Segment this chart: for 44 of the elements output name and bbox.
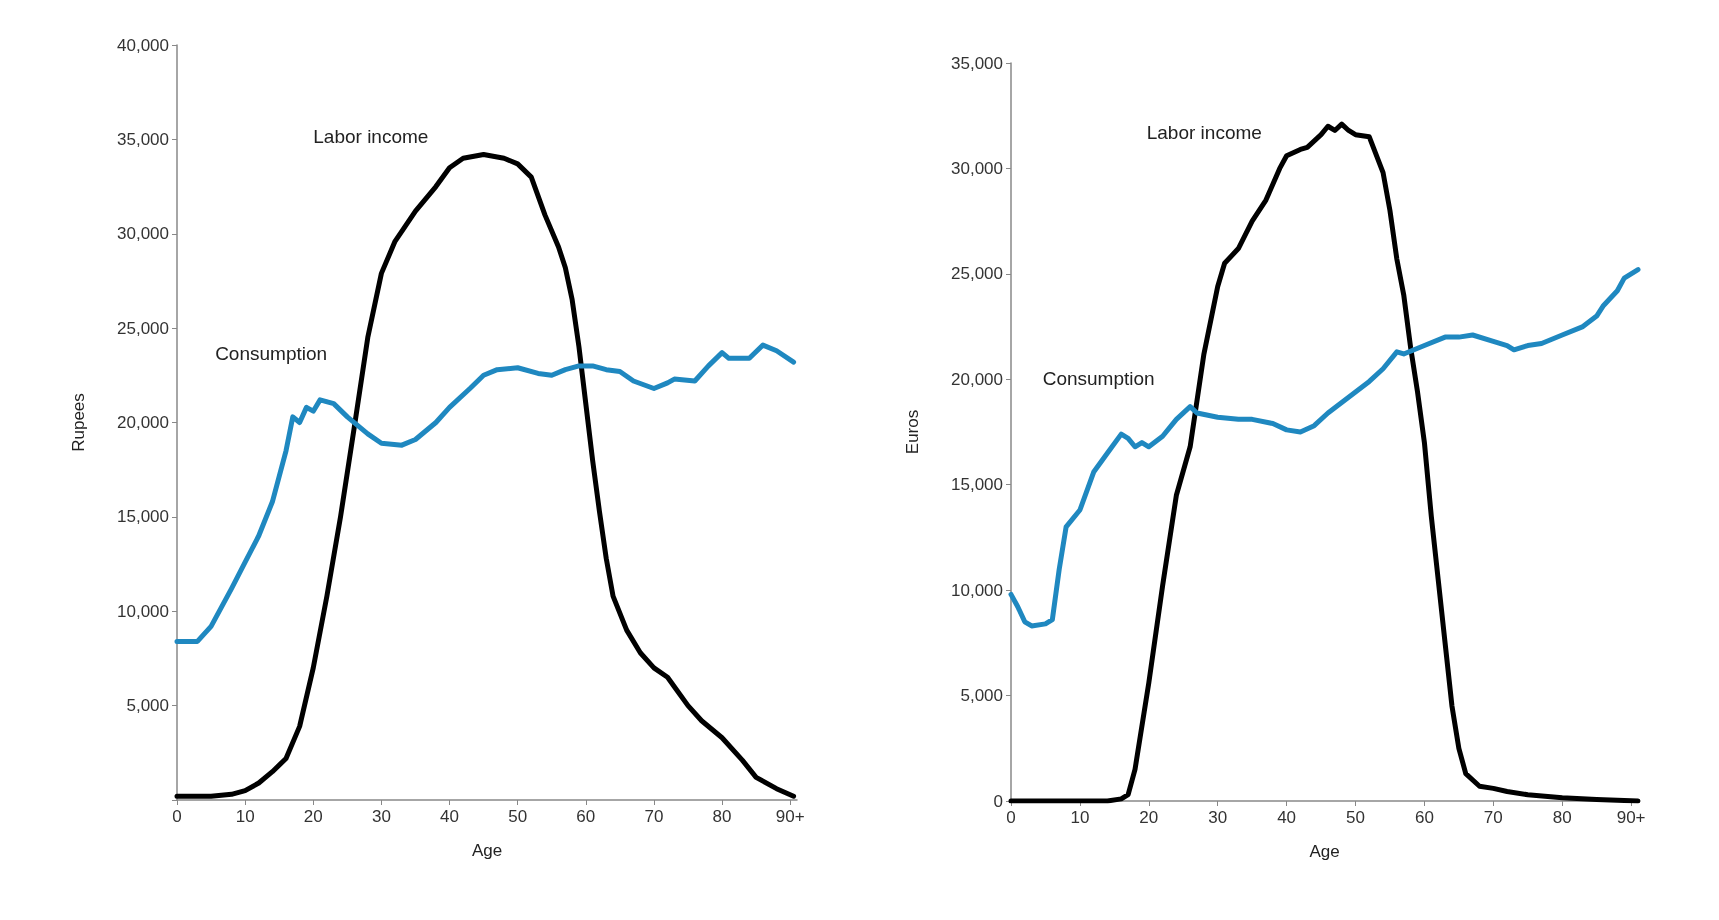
x-tick-label: 10 — [235, 807, 255, 826]
y-tick-label: 25,000 — [951, 264, 1003, 284]
y-tick-label: 10,000 — [117, 601, 169, 621]
x-tick-label: 40 — [1277, 808, 1297, 827]
y-tick-label: 0 — [993, 791, 1003, 811]
x-tick-label: 70 — [1483, 808, 1503, 827]
y-tick-label: 10,000 — [951, 580, 1003, 600]
x-tick-label: 80 — [1552, 808, 1572, 827]
series-label: Consumption — [215, 343, 328, 365]
y-tick-label: 15,000 — [951, 475, 1003, 495]
x-tick-label: 50 — [1346, 808, 1365, 827]
y-axis-title: Euros — [903, 409, 922, 455]
x-tick-label: 90+ — [775, 807, 805, 826]
y-tick-label: 5,000 — [960, 686, 1003, 706]
x-tick-label: 20 — [303, 807, 323, 826]
y-tick-label: 20,000 — [951, 369, 1003, 389]
x-tick-label: 90+ — [1616, 808, 1646, 827]
x-tick-label: 30 — [371, 807, 391, 826]
series-label: Labor income — [313, 126, 429, 148]
x-tick-label: 50 — [508, 807, 528, 826]
x-tick-label: 60 — [1414, 808, 1434, 827]
x-tick-label: 0 — [1006, 808, 1016, 827]
y-tick-label: 30,000 — [117, 224, 169, 244]
y-tick-label: 40,000 — [117, 35, 169, 55]
x-tick-label: 10 — [1070, 808, 1090, 827]
x-tick-label: 20 — [1139, 808, 1159, 827]
series-label: Labor income — [1146, 121, 1262, 143]
series-label: Consumption — [1042, 368, 1155, 390]
x-tick-label: 30 — [1208, 808, 1228, 827]
y-tick-label: 30,000 — [951, 158, 1003, 178]
y-tick-label: 5,000 — [126, 696, 169, 716]
y-tick-label: 15,000 — [117, 507, 169, 527]
x-tick-label: 0 — [172, 807, 182, 826]
x-tick-label: 60 — [576, 807, 596, 826]
x-tick-label: 70 — [644, 807, 664, 826]
y-tick-label: 35,000 — [951, 53, 1003, 73]
x-axis-title: Age — [1309, 842, 1340, 861]
y-tick-label: 25,000 — [117, 318, 169, 338]
y-tick-label: 35,000 — [117, 129, 169, 149]
y-tick-label: 20,000 — [117, 413, 169, 432]
y-axis-title: Rupees — [69, 393, 88, 452]
x-tick-label: 80 — [712, 807, 732, 826]
x-tick-label: 40 — [440, 807, 459, 826]
x-axis-title: Age — [471, 841, 503, 860]
